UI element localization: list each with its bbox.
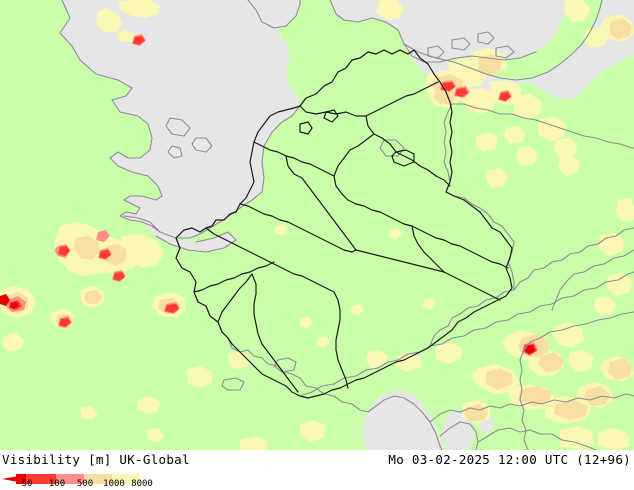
fog-band-50-100 bbox=[9, 36, 537, 355]
legend-swatch-500-1000 bbox=[84, 474, 112, 484]
forecast-datetime: Mo 03-02-2025 12:00 UTC (12+96) bbox=[388, 452, 631, 467]
legend-swatch-50-100 bbox=[26, 474, 56, 484]
legend-tick-1000: 1000 bbox=[103, 479, 125, 489]
north-sea bbox=[60, 0, 300, 238]
legend-tick-100: 100 bbox=[48, 479, 66, 489]
map-canvas[interactable] bbox=[0, 0, 634, 450]
map-footer: Visibility [m] UK-Global Mo 03-02-2025 1… bbox=[0, 450, 634, 490]
legend-tick-8000: 8000 bbox=[131, 479, 153, 489]
legend-tick-labels: 50 100 500 1000 8000 bbox=[0, 479, 200, 490]
legend-tick-50: 50 bbox=[21, 479, 33, 489]
adriatic-sea bbox=[362, 390, 444, 450]
legend[interactable]: 50 100 500 1000 8000 bbox=[0, 470, 200, 490]
legend-colorbar bbox=[2, 474, 140, 484]
fog-band-under-50 bbox=[0, 294, 535, 354]
skagerrak bbox=[248, 0, 300, 28]
legend-swatch-100-500 bbox=[56, 474, 84, 484]
product-title: Visibility [m] UK-Global bbox=[2, 452, 190, 467]
legend-swatch-under-50 bbox=[16, 474, 26, 484]
english-channel bbox=[146, 222, 236, 252]
map-svg bbox=[0, 0, 634, 450]
legend-swatch-1000-8000 bbox=[112, 474, 140, 484]
german-state-borders-layer bbox=[175, 49, 513, 399]
legend-tick-500: 500 bbox=[76, 479, 94, 489]
adriatic-inlet bbox=[442, 412, 474, 450]
